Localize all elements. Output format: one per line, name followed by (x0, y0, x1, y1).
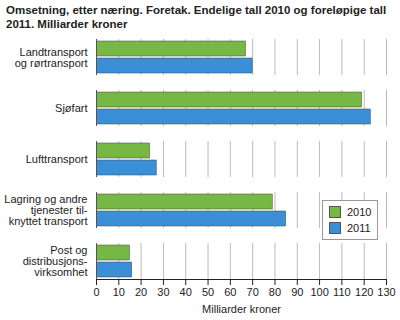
svg-text:60: 60 (224, 286, 236, 298)
html-text:2010: 2010 (347, 206, 372, 218)
svg-text:Milliarder kroner: Milliarder kroner (202, 303, 281, 315)
svg-text:Post ogdistribusjons-virksomhe: Post ogdistribusjons-virksomhet (23, 244, 88, 278)
svg-text:10: 10 (113, 286, 125, 298)
html-text:2011: 2011 (347, 222, 371, 234)
svg-text:70: 70 (247, 286, 259, 298)
svg-text:110: 110 (333, 286, 351, 298)
svg-text:130: 130 (377, 286, 395, 298)
svg-text:30: 30 (157, 286, 169, 298)
svg-text:80: 80 (269, 286, 281, 298)
svg-text:120: 120 (355, 286, 373, 298)
svg-text:50: 50 (202, 286, 214, 298)
svg-text:90: 90 (291, 286, 303, 298)
svg-text:40: 40 (180, 286, 192, 298)
svg-text:Landtransportog rørtransport: Landtransportog rørtransport (15, 46, 88, 69)
svg-text:100: 100 (310, 286, 328, 298)
svg-text:Lagring og andretjenester til-: Lagring og andretjenester til-knyttet tr… (4, 193, 88, 227)
svg-text:Sjøfart: Sjøfart (55, 102, 87, 114)
svg-text:0: 0 (93, 286, 99, 298)
html-text:Omsetning, etter næring. Foret: Omsetning, etter næring. Foretak. Endeli… (6, 4, 387, 30)
svg-text:Lufttransport: Lufttransport (26, 153, 88, 165)
svg-text:20: 20 (135, 286, 147, 298)
